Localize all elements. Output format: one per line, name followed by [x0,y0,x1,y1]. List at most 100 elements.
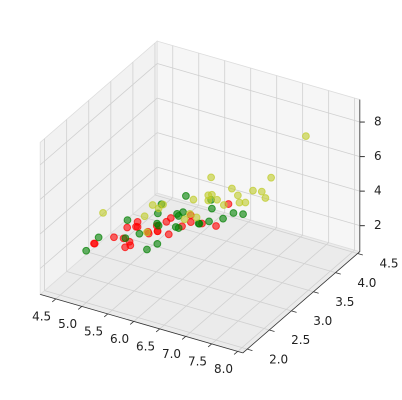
tick-mark [77,306,83,310]
x-tick-label: 6.5 [136,340,155,354]
point [133,217,142,226]
y-tick-label: 4.5 [379,257,398,271]
z-tick-label: 4 [374,184,382,198]
point [267,173,276,182]
z-tick-label: 2 [374,218,382,232]
grid-line [39,63,158,166]
point [126,241,135,250]
x-axis-line [40,294,243,354]
grid-line [159,227,277,330]
y-tick-label: 2.5 [291,333,310,347]
grid-line [66,271,270,331]
x-tick-label: 7.5 [188,355,207,369]
grid-line [133,219,251,322]
grid-line [81,204,200,307]
point [99,208,107,217]
point [82,246,91,255]
tick-mark [233,351,238,355]
point [148,201,157,209]
point [261,194,270,202]
x-tick-label: 8.0 [214,362,233,376]
point [94,233,103,242]
tick-mark [335,272,341,275]
grid-line [44,290,248,350]
point [219,214,227,223]
point [219,201,228,209]
point [239,210,247,219]
point [207,190,216,199]
point [180,215,189,224]
tick-mark [129,321,134,325]
point [143,245,151,254]
point [90,239,98,248]
grid-line [157,132,360,192]
point [257,187,266,196]
point [154,221,163,230]
point [212,222,220,230]
x-tick-label: 5.0 [58,317,77,331]
grid-line [110,232,314,293]
x-tick-label: 7.0 [162,347,181,361]
point [110,233,118,242]
point [227,184,236,193]
point [143,228,151,237]
grid-line [157,97,360,157]
grid-line [237,249,355,352]
point [249,186,257,195]
grid-line [157,63,360,123]
point [241,198,250,207]
point [302,132,310,140]
point [229,209,238,217]
point [213,195,221,204]
point [233,191,242,200]
point [121,234,130,243]
grid-line [211,242,329,345]
point [171,223,180,231]
grid-line [157,166,360,227]
point [192,213,201,222]
y-tick-label: 3.0 [313,314,332,328]
tick-mark [155,328,160,333]
x-tick-label: 5.5 [84,325,103,339]
tick-mark [51,298,57,303]
point [207,204,216,213]
point [189,195,198,204]
tick-mark [247,348,253,351]
grid-line [88,251,292,312]
tick-mark [269,329,275,332]
x-tick-label: 4.5 [32,310,51,324]
grid-line [107,212,225,315]
grid-line [154,194,358,254]
point [162,217,171,226]
point [207,173,216,182]
y-axis-line [242,251,361,354]
grid-line [39,166,158,269]
point [204,196,213,205]
point [182,192,190,200]
point [186,218,195,227]
z-tick-label: 8 [374,115,382,129]
tick-mark [291,310,297,313]
point [185,210,194,218]
point [140,212,149,221]
point [174,212,183,220]
point [135,229,144,238]
tick-mark [181,336,186,340]
point [123,216,132,224]
grid-line [39,97,158,200]
tick-mark [103,313,108,318]
tick-mark [313,291,319,294]
point [153,239,162,248]
x-tick-label: 6.0 [110,332,129,346]
tick-mark [207,343,212,348]
point [159,200,167,209]
y-tick-label: 3.5 [335,295,354,309]
grid-line [39,132,158,235]
grid-line [55,197,174,300]
z-tick-label: 6 [374,149,382,163]
point [205,217,213,226]
y-tick-label: 4.0 [357,276,376,290]
y-tick-label: 2.0 [269,352,288,366]
point [123,223,132,232]
